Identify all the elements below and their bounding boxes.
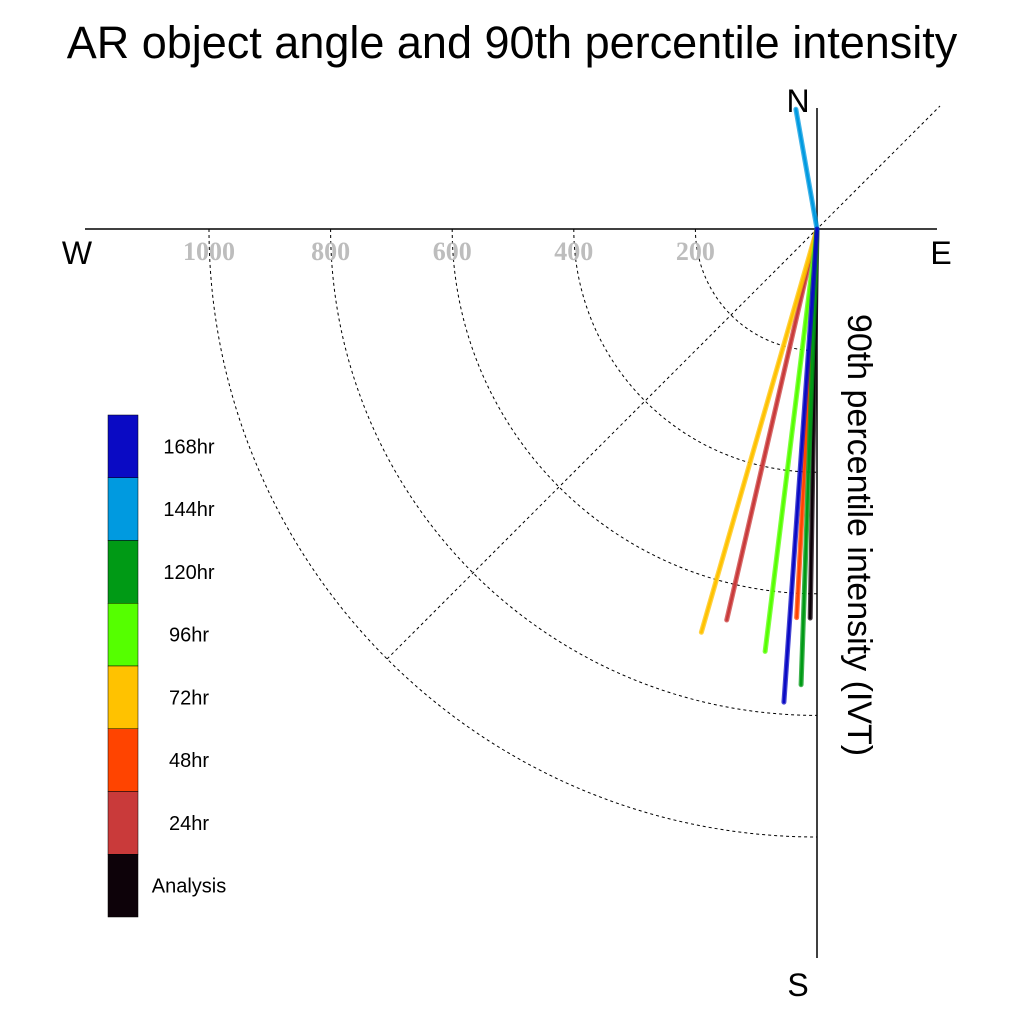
legend-label-48hr: 48hr [169, 750, 209, 772]
radial-axis-label: 90th percentile intensity (IVT) [840, 314, 878, 756]
compass-north: N [786, 83, 809, 119]
radial-tick-labels: 200 400 600 800 1000 [183, 237, 715, 266]
compass-east: E [930, 235, 951, 271]
tick-label-200: 200 [676, 237, 715, 266]
grid-arc-200 [694, 228, 818, 352]
compass-south: S [787, 967, 808, 1003]
legend-swatch-analysis [107, 854, 139, 918]
series-line-72hr [698, 226, 820, 635]
grid-arc-1000 [208, 228, 818, 838]
legend-label-24hr: 24hr [169, 813, 209, 835]
legend-swatch-120hr [107, 540, 139, 604]
legend-label-144hr: 144hr [163, 499, 214, 521]
grid-arc-800 [330, 228, 818, 716]
polar-grid [208, 105, 941, 838]
legend-swatch-96hr [107, 603, 139, 667]
series-line-24hr [724, 226, 820, 623]
legend-label-analysis: Analysis [152, 876, 226, 898]
tick-label-600: 600 [433, 237, 472, 266]
legend-swatch-72hr [107, 665, 139, 729]
series-line-120hr [798, 226, 820, 688]
legend-label-96hr: 96hr [169, 625, 209, 647]
legend: 168hr 144hr 120hr 96hr 72hr 48hr 24hr Analysis [107, 414, 226, 918]
legend-label-120hr: 120hr [163, 562, 214, 584]
legend-swatch-48hr [107, 728, 139, 792]
series-line-144hr [793, 106, 820, 232]
legend-swatch-24hr [107, 791, 139, 855]
grid-diagonal [386, 105, 941, 660]
series-lines [698, 106, 820, 705]
tick-label-1000: 1000 [183, 237, 235, 266]
series-line-96hr [762, 226, 820, 654]
chart-title: AR object angle and 90th percentile inte… [67, 17, 958, 68]
tick-label-800: 800 [311, 237, 350, 266]
legend-label-72hr: 72hr [169, 687, 209, 709]
legend-swatch-168hr [107, 414, 139, 478]
legend-swatch-144hr [107, 477, 139, 541]
series-line-168hr [781, 226, 820, 705]
legend-label-168hr: 168hr [163, 436, 214, 458]
compass-west: W [62, 235, 93, 271]
tick-label-400: 400 [554, 237, 593, 266]
